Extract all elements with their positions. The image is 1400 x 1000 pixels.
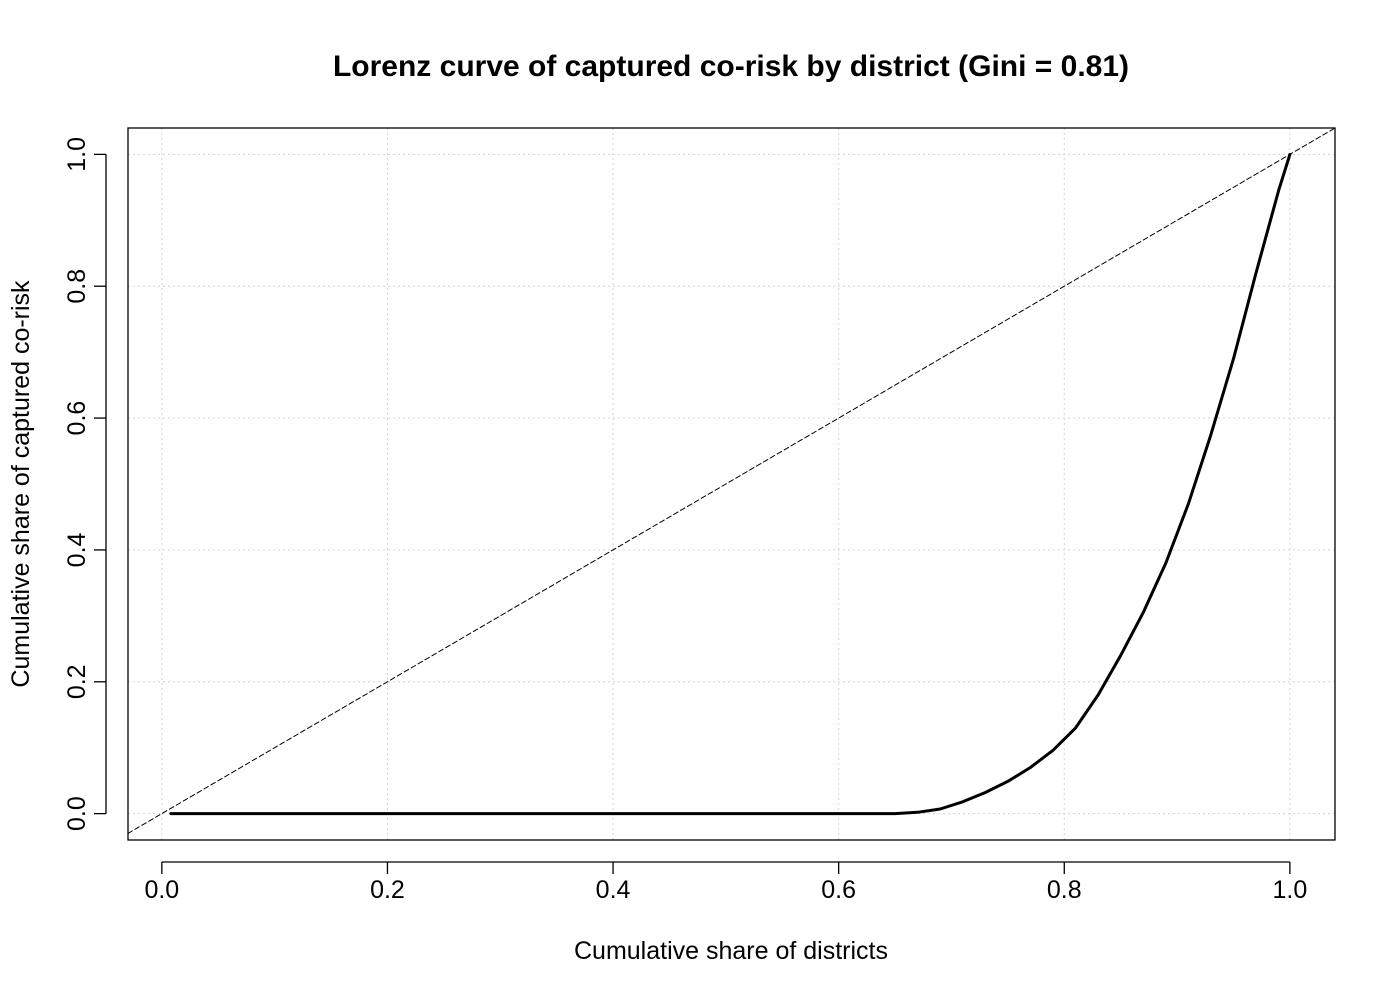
equality-line xyxy=(127,127,1336,834)
plot-frame xyxy=(127,127,1336,841)
y-tick-label: 0.2 xyxy=(63,664,91,699)
grid-layer xyxy=(128,128,1335,840)
x-tick-label: 0.0 xyxy=(144,876,179,904)
y-tick-label: 0.8 xyxy=(63,269,91,304)
chart-title: Lorenz curve of captured co-risk by dist… xyxy=(333,50,1129,83)
y-tick-label: 1.0 xyxy=(63,137,91,172)
y-tick-label: 0.0 xyxy=(63,796,91,831)
y-axis-label: Cumulative share of captured co-risk xyxy=(7,280,35,688)
x-tick-label: 1.0 xyxy=(1272,876,1307,904)
x-axis-label: Cumulative share of districts xyxy=(574,937,888,965)
x-tick-label: 0.6 xyxy=(821,876,856,904)
lorenz-curve-line xyxy=(169,152,1292,816)
x-tick-label: 0.2 xyxy=(370,876,405,904)
y-tick-label: 0.4 xyxy=(63,532,91,567)
axis-layer: 0.0 0.2 0.4 0.6 0.8 1.0 0.0 0.2 0.4 0.6 0.8 1.0 xyxy=(63,137,1307,904)
x-tick-label: 0.4 xyxy=(596,876,631,904)
x-tick-label: 0.8 xyxy=(1047,876,1082,904)
series-layer xyxy=(127,127,1336,834)
y-tick-label: 0.6 xyxy=(63,401,91,436)
